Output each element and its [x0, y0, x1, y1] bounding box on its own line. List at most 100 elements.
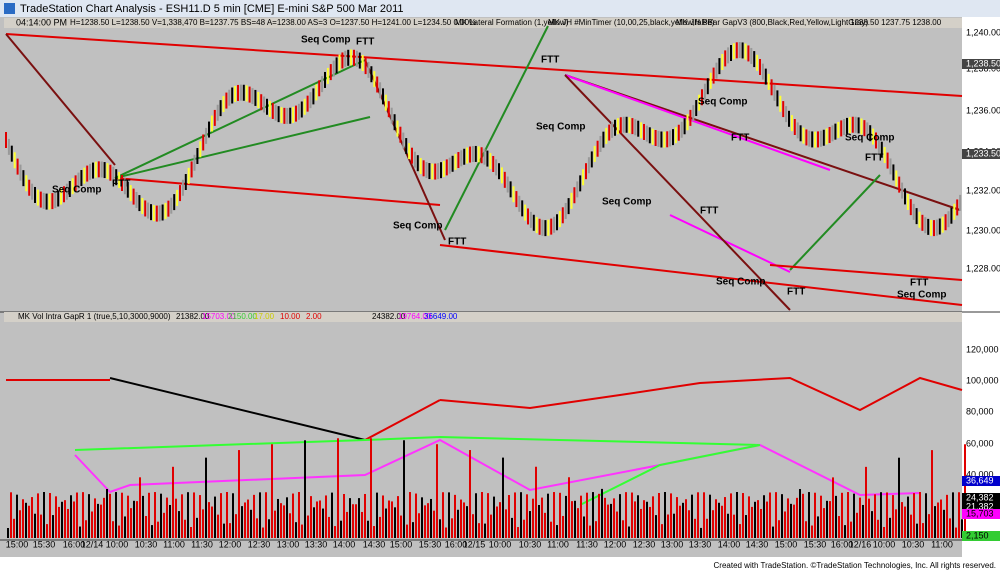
study-label: MK JH PBar GapV3 (800,Black,Red,Yellow,L… [676, 18, 869, 27]
volume-marker: 24,382 [966, 492, 994, 502]
annotation: Seq Comp [845, 133, 894, 144]
trendline [5, 33, 116, 166]
annotation: Seq Comp [602, 197, 651, 208]
volume-axis-label: 40,000 [966, 469, 994, 479]
time-axis-label: 14:00 [718, 539, 741, 549]
time-axis-label: 13:30 [689, 539, 712, 549]
annotation: FTT [910, 278, 928, 289]
trendline [669, 214, 791, 273]
price-axis-label: 1,232.00 [966, 185, 1000, 195]
time-axis-label: 10:00 [873, 539, 896, 549]
volume-marker: 2,150 [966, 530, 989, 540]
volume-axis-label: 60,000 [966, 438, 994, 448]
time-axis-label: 14:30 [363, 539, 386, 549]
price-bars [5, 42, 962, 237]
time-axis-label: 12:00 [604, 539, 627, 549]
time-axis-label: 10:30 [902, 539, 925, 549]
time-axis-label: 15:30 [804, 539, 827, 549]
vol-line [74, 438, 921, 497]
time-axis-label: 13:00 [661, 539, 684, 549]
annotation: Seq Comp [393, 221, 442, 232]
volume-axis-label: 100,000 [966, 375, 999, 385]
status-row [4, 18, 962, 28]
price-marker-box [962, 149, 1000, 159]
annotation: Seq Comp [52, 185, 101, 196]
trendline [564, 74, 831, 171]
volume-marker-box [962, 493, 1000, 503]
price-axis-label: 1,230.00 [966, 225, 1000, 235]
volume-bars [7, 438, 966, 538]
time-axis-label: 16:00 [63, 539, 86, 549]
price-marker: 1,233.50 [966, 148, 1000, 158]
volume-marker-box [962, 531, 1000, 541]
time-axis-label: 11:00 [931, 539, 953, 549]
time-axis-label: 15:30 [419, 539, 442, 549]
volume-study-value: 24382.00 [372, 312, 406, 321]
trendline [564, 74, 961, 211]
time-axis-label: 15:00 [390, 539, 413, 549]
trendline [114, 59, 366, 179]
app-icon [4, 3, 15, 14]
time-axis-label: 12:30 [248, 539, 271, 549]
volume-marker-box [962, 509, 1000, 519]
time-axis-label: 12:00 [219, 539, 242, 549]
annotation: FTT [731, 133, 749, 144]
volume-marker: 15,703 [966, 508, 994, 518]
time-axis-label: 12/15 [463, 539, 486, 549]
vol-line [109, 377, 366, 441]
price-marker-box [962, 59, 1000, 69]
time-axis-label: 10:00 [489, 539, 512, 549]
time-axis-label: 11:30 [191, 539, 213, 549]
time-axis-label: 11:30 [576, 539, 598, 549]
vol-line [74, 435, 761, 451]
time-axis-label: 11:00 [163, 539, 185, 549]
price-axis-label: 1,228.00 [966, 263, 1000, 273]
time-axis-label: 16:00 [445, 539, 468, 549]
trendline [364, 59, 446, 241]
volume-marker-box [962, 476, 1000, 486]
status-time: 04:14:00 PM [16, 17, 67, 27]
volume-axis-label: 120,000 [966, 344, 999, 354]
time-axis-label: 15:30 [33, 539, 56, 549]
time-axis-label: 10:30 [519, 539, 542, 549]
trendline [114, 116, 371, 179]
volume-study-label: MK Vol Intra GapR 1 (true,5,10,3000,9000… [18, 312, 171, 321]
vol-line [364, 399, 441, 441]
vol-line [439, 376, 963, 412]
volume-study-value: 19764.00 [398, 312, 432, 321]
annotation: FTT [541, 55, 559, 66]
chart-area [0, 17, 1000, 557]
volume-study-value: 17.00 [254, 312, 275, 321]
trendline [564, 74, 791, 311]
annotation: FTT [865, 153, 883, 164]
drawings [5, 25, 963, 506]
time-axis-label: 10:30 [135, 539, 158, 549]
vol-line [579, 444, 761, 506]
volume-study-value: 36649.00 [424, 312, 458, 321]
volume-study-value: 10.00 [280, 312, 301, 321]
window-title: TradeStation Chart Analysis - ESH11.D 5 … [20, 3, 404, 15]
time-axis-label: 12/16 [849, 539, 872, 549]
study-label: MK JH #MinTimer (10,00,25,black,yellow,f… [548, 18, 715, 27]
axis-strip [962, 17, 1000, 557]
volume-marker: 36,649 [966, 475, 994, 485]
trendline [789, 174, 881, 271]
annotation: FTT [112, 179, 130, 190]
price-marker: 1,238.50 [966, 58, 1000, 68]
volume-axis-label: 80,000 [966, 406, 994, 416]
annotation: Seq Comp [698, 97, 747, 108]
time-axis-label: 11:00 [547, 539, 569, 549]
volume-study-value: 21382.00 [176, 312, 210, 321]
time-axis-label: 13:30 [305, 539, 328, 549]
trendline [5, 33, 963, 97]
annotation: Seq Comp [301, 35, 350, 46]
annotation: FTT [700, 206, 718, 217]
time-axis-label: 12/14 [81, 539, 104, 549]
time-axis-label: 14:30 [746, 539, 769, 549]
annotation: Seq Comp [716, 277, 765, 288]
trendline [444, 25, 549, 231]
volume-marker: 21,382 [966, 501, 994, 511]
annotation: FTT [448, 237, 466, 248]
trendline [439, 244, 963, 306]
annotation: Seq Comp [897, 290, 946, 301]
